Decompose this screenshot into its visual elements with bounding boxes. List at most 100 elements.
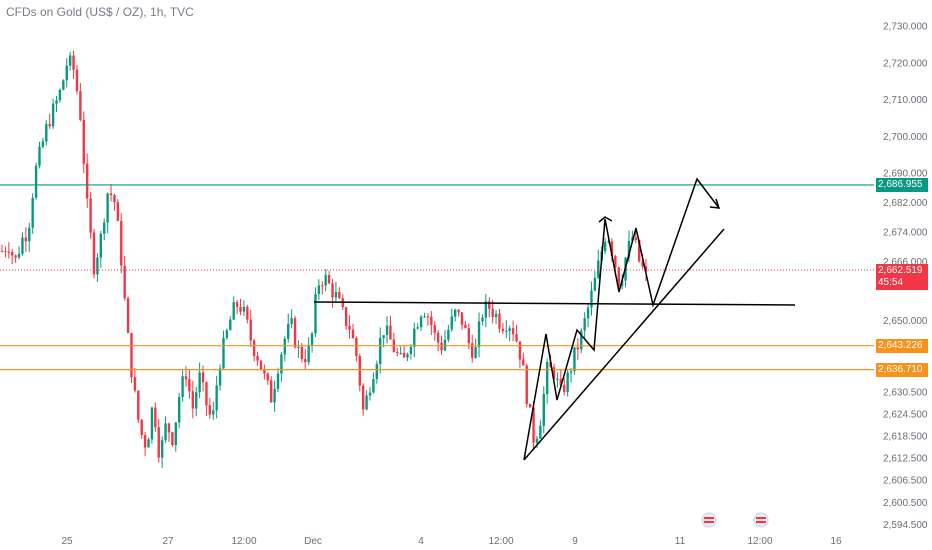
candle-body (522, 359, 525, 366)
y-tick-label: 2,730.000 (883, 22, 928, 33)
candle-body (45, 123, 48, 142)
candle-body (498, 313, 501, 329)
candle-body (120, 220, 123, 266)
candle-body (246, 306, 249, 320)
candle-body (590, 290, 593, 308)
ascending-trendline[interactable] (523, 228, 725, 461)
candle-body (552, 367, 556, 380)
candle-body (556, 378, 559, 380)
candle-body (372, 379, 375, 393)
candle-body (89, 198, 92, 233)
candle-body (331, 283, 334, 298)
candle-body (31, 197, 34, 228)
candle-body (239, 306, 242, 312)
candle-body (198, 372, 201, 393)
trend-drawings (313, 177, 796, 461)
candle-body (620, 280, 624, 286)
level-price-tag: 2,643.226 (876, 338, 928, 353)
y-tick-label: 2,710.000 (883, 95, 928, 106)
candle-body (491, 308, 494, 318)
candle-body (525, 365, 528, 404)
candle-body (327, 275, 331, 284)
candle-body (215, 385, 218, 411)
candle-body (21, 237, 24, 254)
candle-body (218, 368, 222, 386)
candle-body (419, 316, 423, 328)
candle-body (266, 373, 269, 381)
candle-body (607, 241, 610, 243)
candle-body (375, 364, 379, 380)
y-tick-label: 2,624.500 (883, 410, 928, 421)
candle-body (7, 251, 11, 253)
candle-body (92, 232, 96, 275)
candle-body (34, 165, 38, 198)
candle-body (396, 351, 399, 354)
candle-body (154, 407, 157, 428)
candle-body (212, 410, 215, 415)
resistance-line[interactable] (313, 301, 796, 306)
candle-body (130, 332, 133, 378)
candle-body (518, 341, 522, 360)
candle-body (355, 338, 358, 357)
candle-body (235, 302, 239, 307)
candle-body (603, 241, 607, 252)
candle-body (505, 330, 508, 332)
candle-body (116, 202, 120, 221)
candle-body (310, 333, 314, 345)
candle-body (474, 347, 477, 358)
candle-body (62, 80, 65, 90)
candle-body (460, 312, 464, 325)
candle-body (389, 325, 392, 340)
candle-body (252, 340, 256, 356)
candle-body (68, 55, 72, 66)
candle-body (174, 422, 177, 446)
candle-body (290, 318, 293, 324)
level-price-tag: 2,686.955 (876, 177, 928, 192)
candle-body (471, 343, 474, 358)
candle-body (511, 328, 515, 335)
candle-body (488, 301, 491, 309)
candle-body (344, 307, 348, 326)
candle-body (450, 316, 453, 330)
price-axis[interactable]: 2,730.000 2,720.000 2,710.000 2,700.000 2,69… (883, 22, 928, 531)
candle-body (406, 354, 409, 358)
zigzag-path[interactable] (523, 177, 720, 461)
candle-body (123, 265, 126, 299)
candle-body (65, 65, 68, 81)
candle-body (542, 393, 545, 426)
x-tick-label: 16 (830, 536, 842, 547)
time-axis[interactable]: 25 27 12:00 Dec 4 12:00 9 11 12:00 16 (61, 536, 842, 547)
candle-body (41, 141, 45, 147)
candle-body (508, 328, 511, 331)
candle-body (75, 69, 79, 92)
x-tick-label: 12:00 (488, 536, 513, 547)
candle-body (167, 423, 171, 433)
candle-body (48, 123, 51, 127)
candle-body (269, 380, 273, 403)
candle-body (321, 285, 324, 287)
candle-body (416, 327, 419, 329)
candle-body (597, 260, 600, 278)
candle-body (481, 317, 484, 322)
candle-body (614, 255, 617, 268)
candle-body (259, 360, 263, 370)
candle-body (195, 392, 198, 409)
y-tick-label: 2,720.000 (883, 58, 928, 69)
candle-body (137, 390, 140, 420)
chart-title: CFDs on Gold (US$ / OZ), 1h, TVC (6, 5, 194, 19)
candle-body (232, 302, 235, 320)
bar-countdown: 45:54 (878, 277, 904, 288)
candle-body (184, 376, 188, 380)
candle-body (423, 316, 426, 318)
candle-body (453, 309, 457, 317)
candle-body (338, 292, 341, 299)
candle-body (586, 307, 590, 319)
candle-body (457, 309, 460, 313)
candle-body (576, 347, 580, 350)
horizontal-levels (0, 184, 874, 371)
y-tick-label: 2,690.000 (883, 169, 928, 180)
candle-body (627, 240, 631, 258)
candle-body (106, 193, 109, 223)
candle-body (263, 369, 266, 374)
